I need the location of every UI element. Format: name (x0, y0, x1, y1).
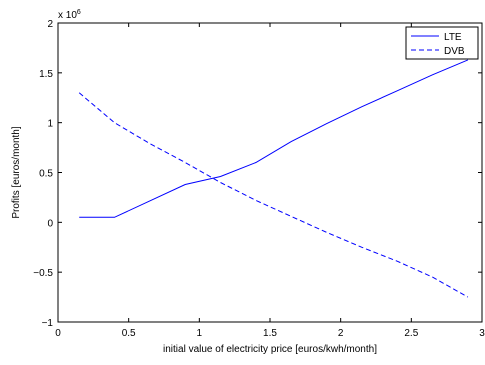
y-axis-exponent-power: 6 (77, 9, 81, 16)
legend-label-lte: LTE (444, 32, 462, 43)
y-tick-label: 1.5 (39, 69, 53, 80)
legend-label-dvb: DVB (444, 46, 465, 57)
y-tick-label: 0 (47, 218, 53, 229)
y-tick-label: 2 (47, 19, 53, 30)
y-axis-label: Profits [euros/month] (11, 126, 22, 218)
series-layer (78, 59, 469, 298)
x-tick-label: 3 (479, 328, 485, 339)
y-tick-label: −0.5 (33, 268, 53, 279)
y-tick-label: −1 (42, 318, 54, 329)
x-tick-label: 0.5 (122, 328, 136, 339)
y-axis-exponent-base: x 10 (58, 10, 77, 21)
x-tick-label: 2 (338, 328, 344, 339)
x-tick-label: 1.5 (263, 328, 277, 339)
x-tick-label: 1 (197, 328, 203, 339)
series-line-lte (79, 59, 469, 218)
legend-box (405, 26, 479, 60)
legend: LTE DVB (405, 26, 479, 60)
axes-layer: 0 0.5 1 1.5 2 2.5 3 −1 −0.5 0 0.5 1 1.5 2 (33, 19, 485, 339)
series-line-dvb (78, 92, 469, 298)
y-axis-exponent: x 106 (58, 9, 81, 21)
x-tick-label: 2.5 (404, 328, 418, 339)
y-tick-label: 0.5 (39, 169, 53, 180)
x-tick-label: 0 (55, 328, 61, 339)
y-tick-label: 1 (47, 119, 53, 130)
x-axis-label: initial value of electricity price [euro… (163, 344, 377, 355)
plot-frame (57, 22, 483, 323)
